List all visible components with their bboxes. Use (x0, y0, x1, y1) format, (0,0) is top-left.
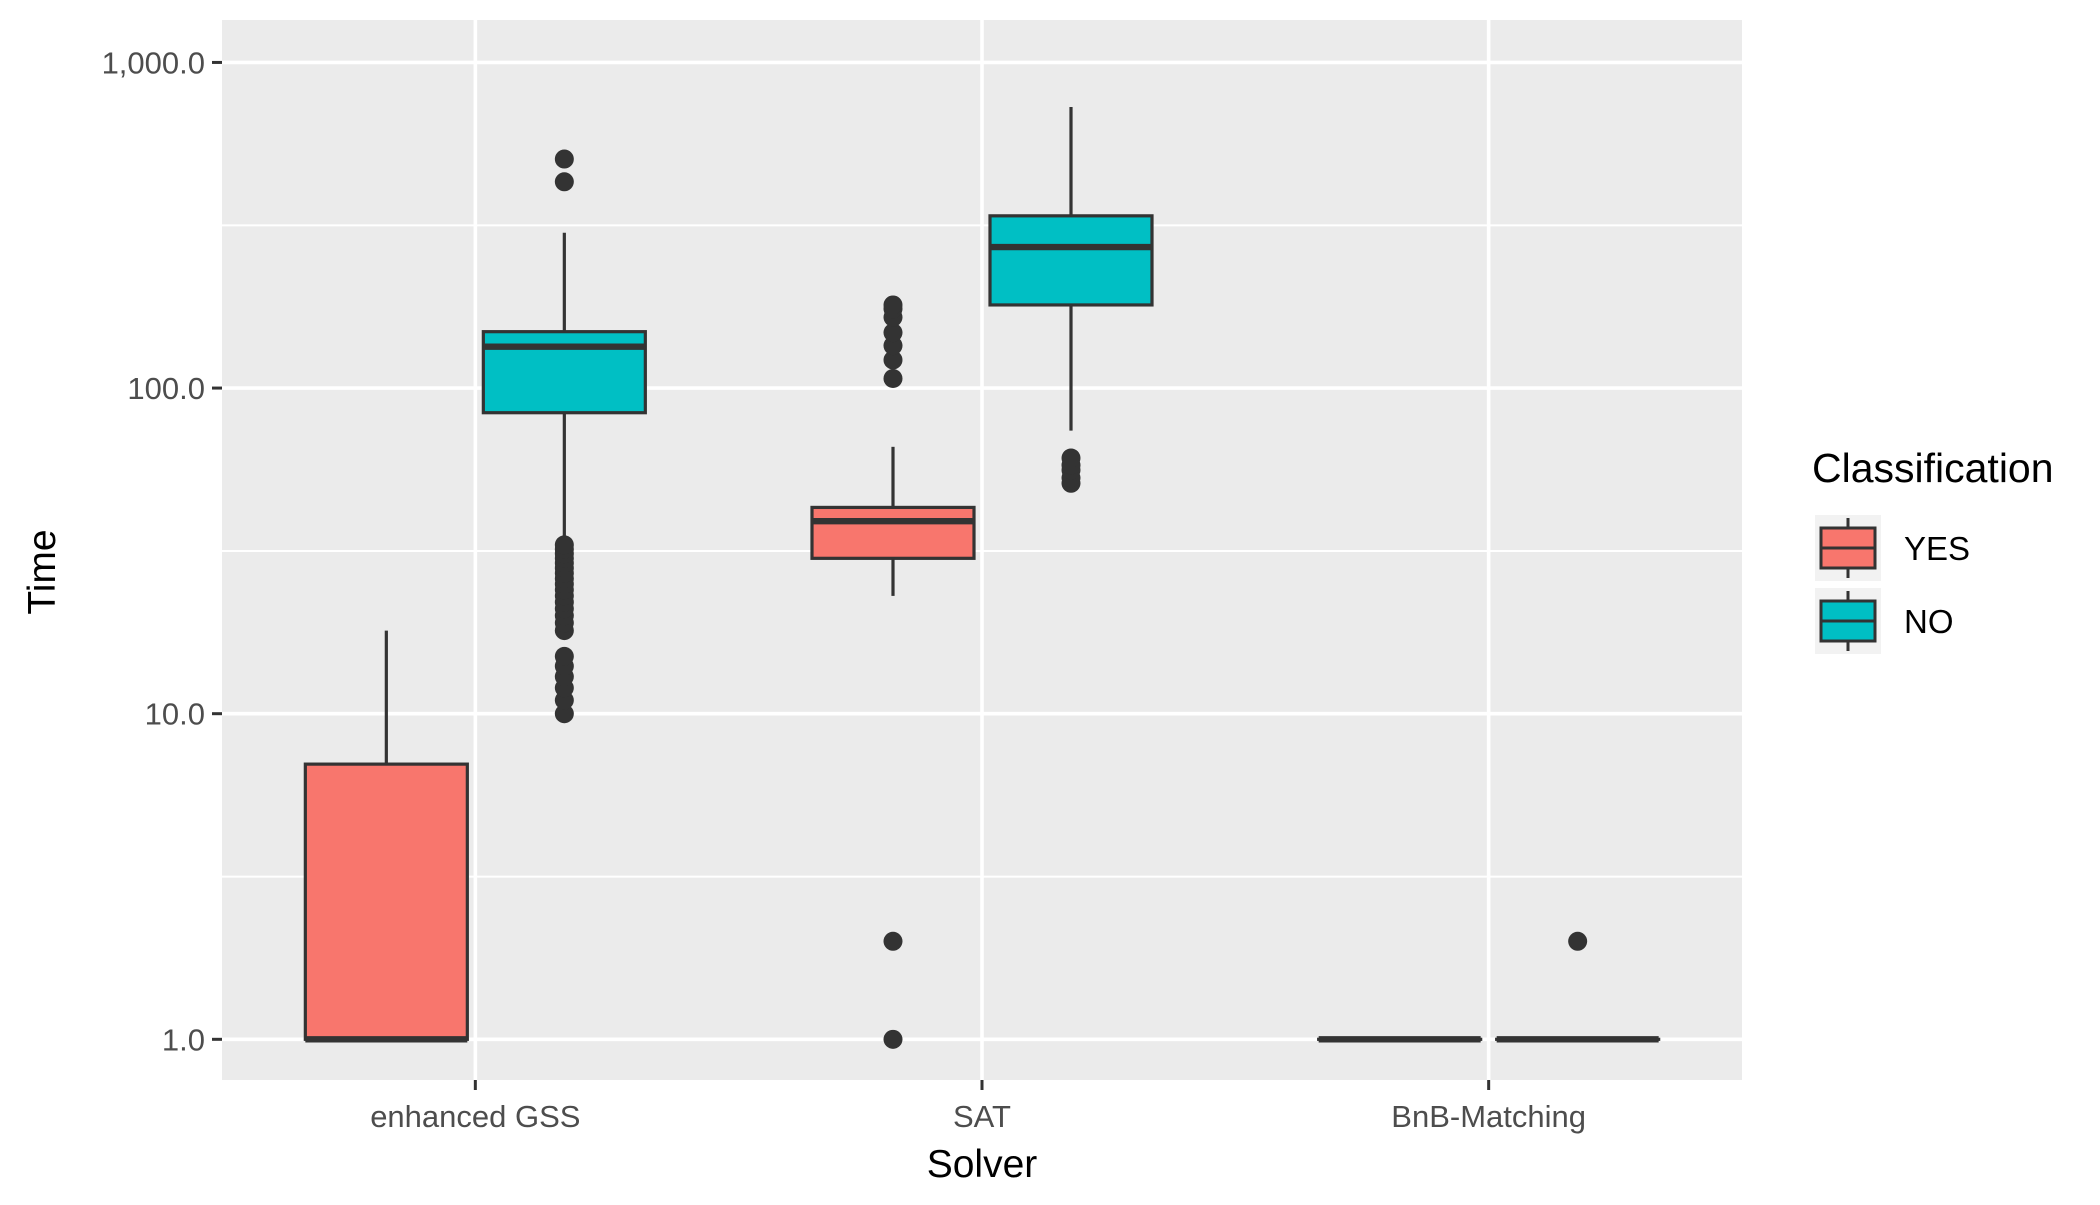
outlier-point-no-0-21 (555, 535, 574, 554)
x-tick-label-1: SAT (953, 1099, 1011, 1134)
x-tick-label-0: enhanced GSS (370, 1099, 580, 1134)
y-axis-title: Time (21, 529, 64, 614)
outlier-point-yes-1-8 (884, 295, 903, 314)
outlier-point-yes-1-0 (884, 1030, 903, 1049)
legend-title: Classification (1812, 445, 2054, 491)
y-tick-label-1: 10.0 (145, 697, 205, 732)
outlier-point-no-1-4 (1062, 448, 1081, 467)
outlier-point-no-0-5 (555, 647, 574, 666)
outlier-point-yes-1-1 (884, 932, 903, 951)
outlier-point-no-2-0 (1568, 932, 1587, 951)
outlier-point-yes-1-2 (884, 369, 903, 388)
legend-entry-yes: YES (1815, 515, 1970, 581)
x-tick-label-2: BnB-Matching (1391, 1099, 1586, 1134)
legend-label-no: NO (1904, 603, 1954, 640)
legend: Classification YES NO (1812, 445, 2054, 654)
legend-entry-no: NO (1815, 588, 1954, 654)
legend-label-yes: YES (1904, 530, 1970, 567)
y-tick-label-3: 1,000.0 (102, 45, 205, 80)
outlier-point-no-0-23 (555, 150, 574, 169)
y-tick-label-2: 100.0 (127, 371, 205, 406)
x-axis-title: Solver (927, 1143, 1038, 1186)
box-no-1 (990, 216, 1152, 305)
box-yes-0 (305, 764, 467, 1039)
box-yes-1 (812, 507, 974, 558)
y-tick-label-0: 1.0 (162, 1022, 205, 1057)
outlier-point-no-0-22 (555, 172, 574, 191)
legend-entries: YES NO (1815, 515, 1970, 654)
